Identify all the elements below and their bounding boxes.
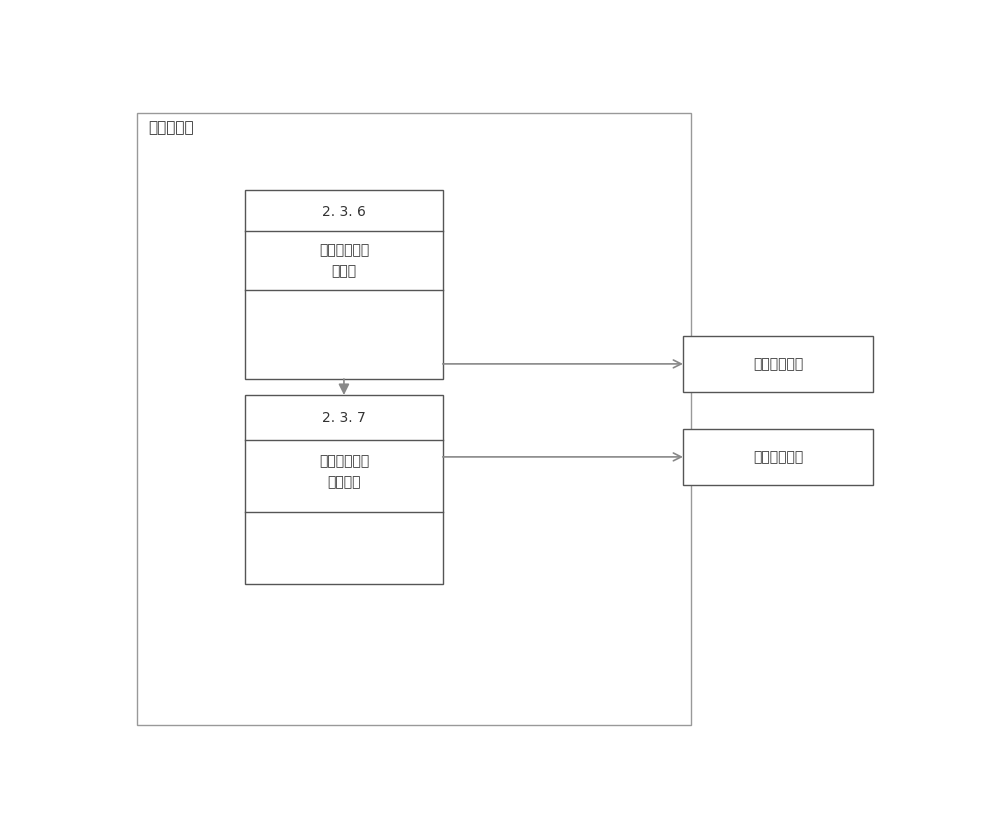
Text: 2. 3. 6: 2. 3. 6 [322,206,366,219]
Text: 周期发送设备
诊断请求: 周期发送设备 诊断请求 [319,454,369,489]
Text: 诊断客户端: 诊断客户端 [148,121,194,136]
Text: 主诊断服务端: 主诊断服务端 [753,357,803,371]
Bar [683,336,873,392]
Text: 从诊断服务端: 从诊断服务端 [753,450,803,464]
Bar [245,190,443,379]
Bar [683,429,873,485]
Bar [137,112,691,726]
Text: 2. 3. 7: 2. 3. 7 [322,411,366,425]
Text: 组织设备诊断
请求包: 组织设备诊断 请求包 [319,243,369,278]
Bar [245,395,443,584]
